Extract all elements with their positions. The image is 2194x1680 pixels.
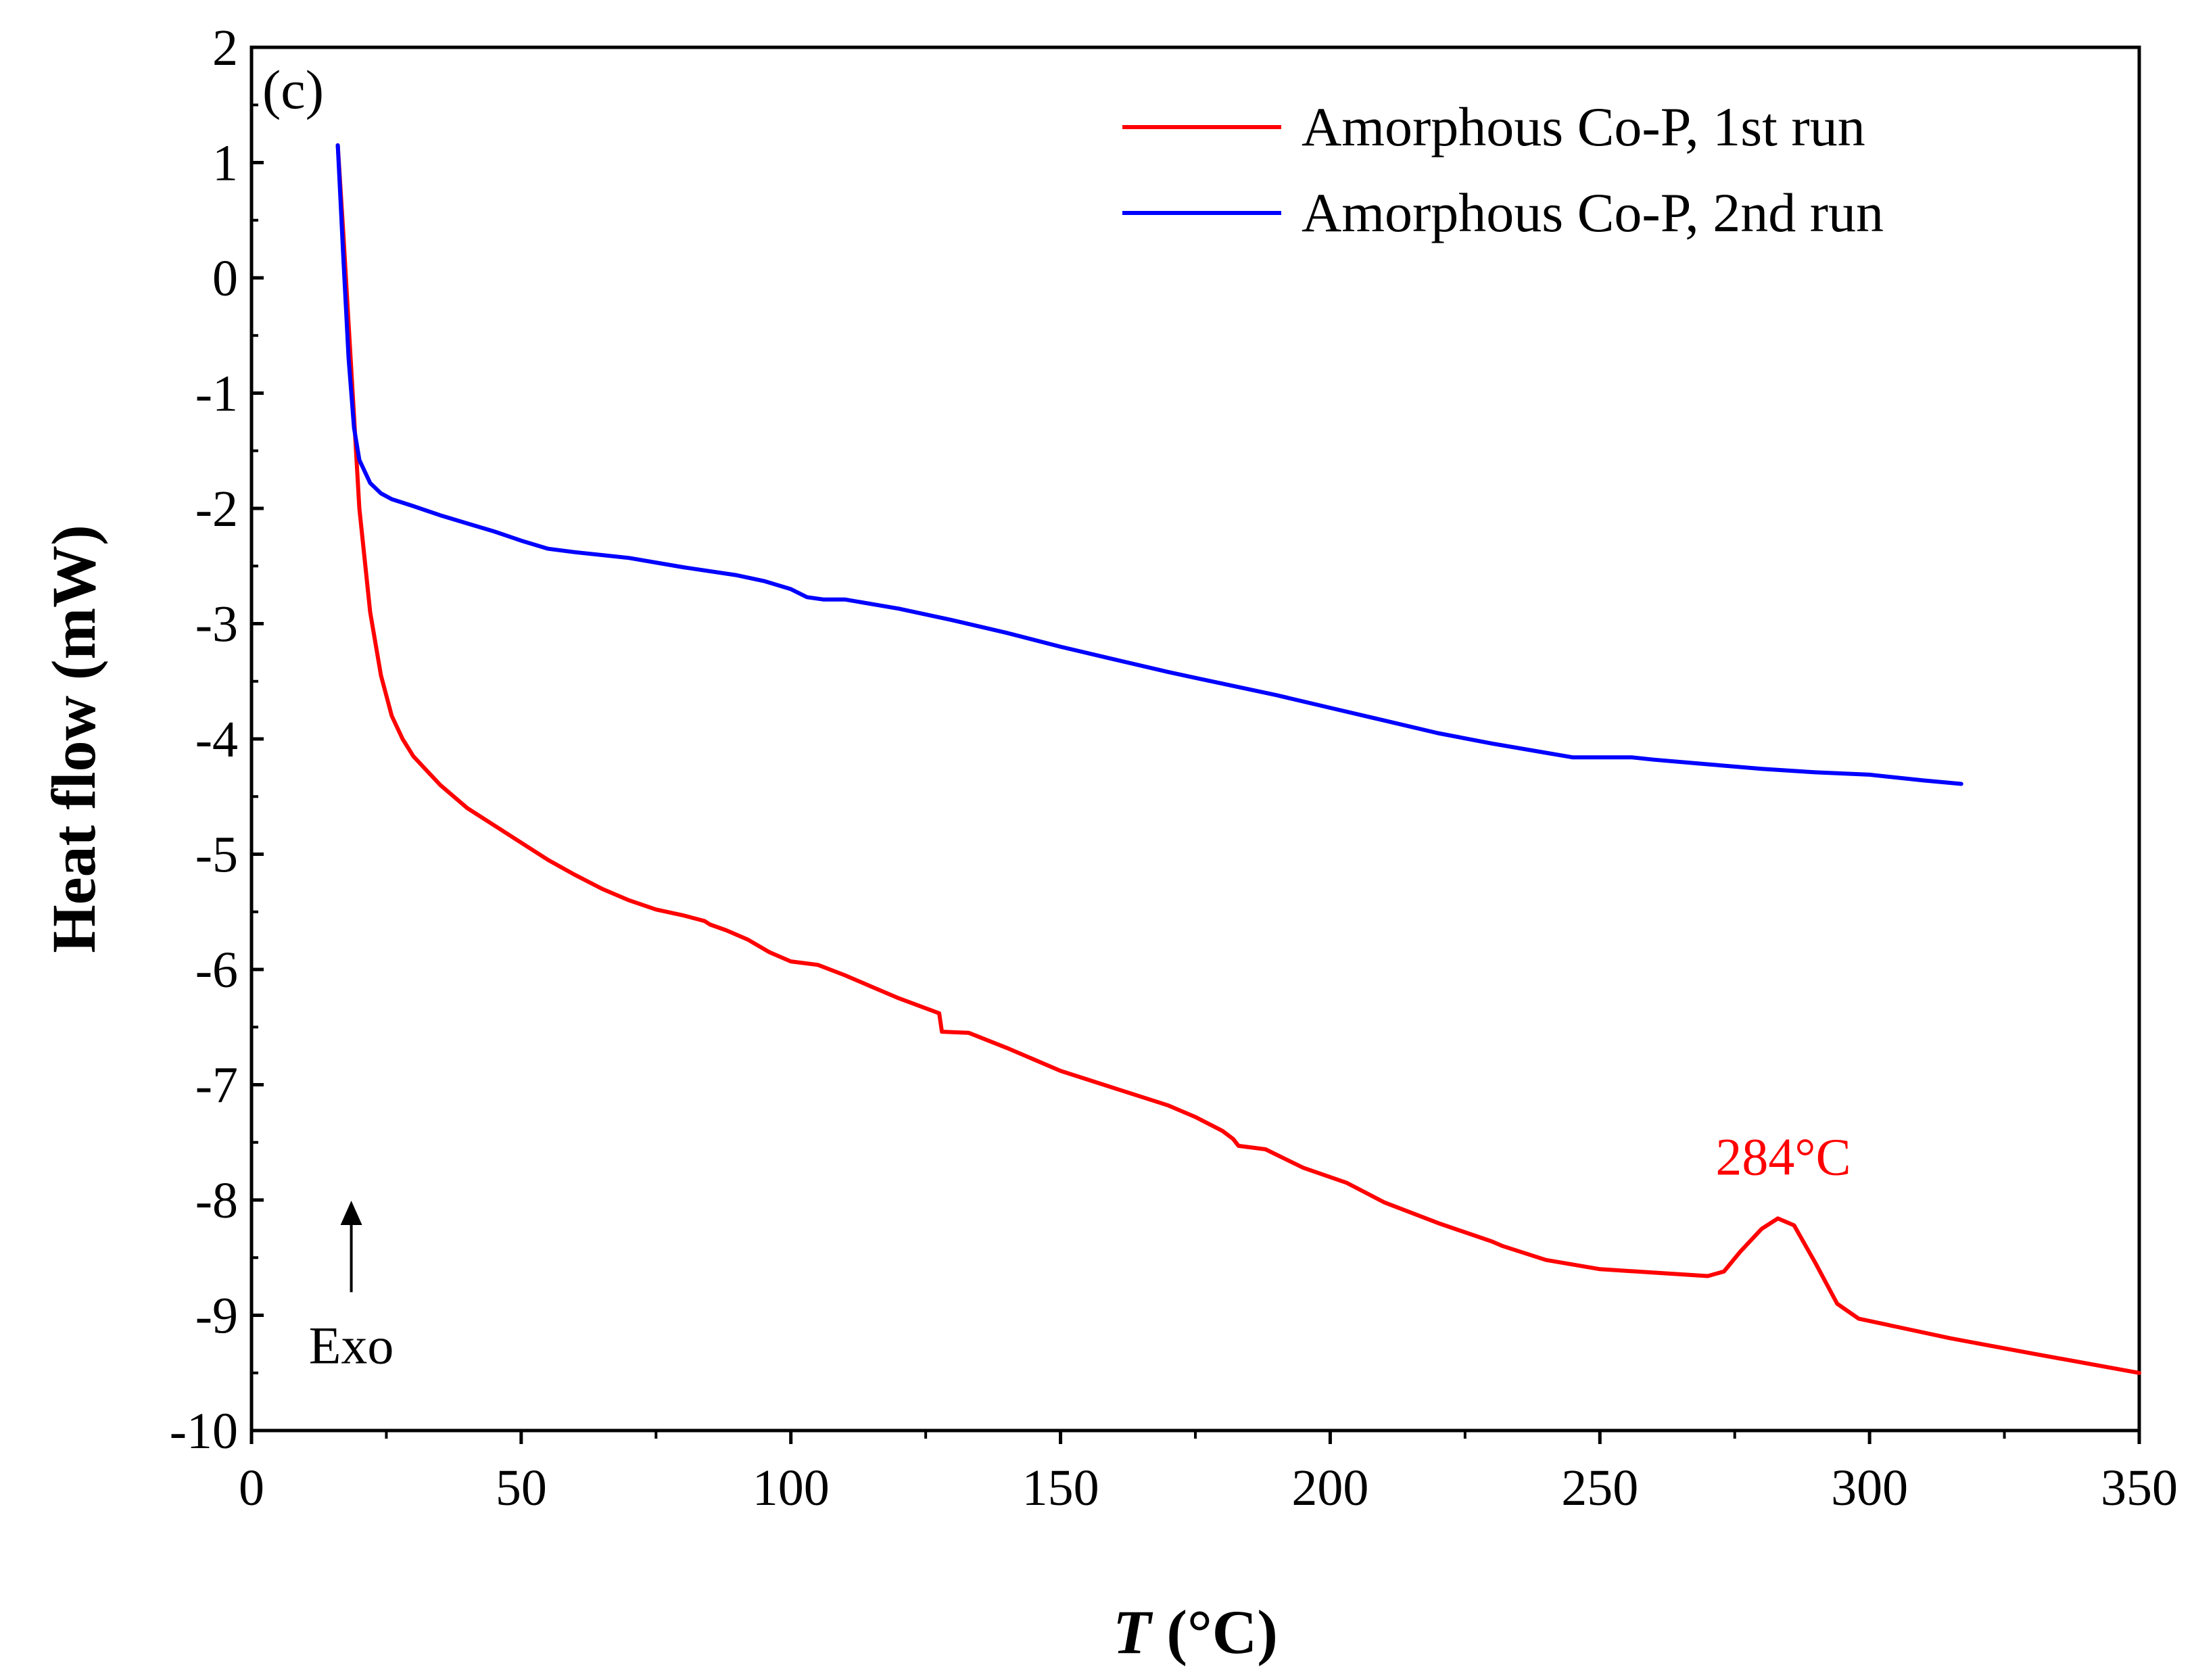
y-tick-label: -2 — [195, 481, 238, 537]
y-tick-label: 0 — [212, 250, 238, 307]
y-tick-label: -8 — [195, 1172, 238, 1229]
y-tick-label: -1 — [195, 366, 238, 423]
x-axis-symbol: T — [1113, 1598, 1153, 1666]
x-tick-label: 50 — [496, 1460, 547, 1516]
y-axis-ticks: 2 1 0 -1 -2 -3 -4 -5 -6 -7 -8 -9 -10 — [170, 20, 264, 1460]
y-tick-label: 1 — [212, 135, 238, 192]
series-line-1st-run — [335, 143, 2141, 1375]
x-tick-label: 0 — [239, 1460, 264, 1516]
series-line-2nd-run — [335, 143, 1963, 786]
x-axis-ticks: 0 50 100 150 200 250 300 350 — [239, 1431, 2178, 1516]
y-tick-label: -6 — [195, 942, 238, 999]
x-tick-label: 250 — [1561, 1460, 1638, 1516]
y-tick-label: -7 — [195, 1057, 238, 1114]
panel-label: (c) — [262, 59, 324, 120]
x-tick-label: 350 — [2101, 1460, 2178, 1516]
peak-annotation: 284°C — [1715, 1127, 1851, 1186]
series-layer — [335, 143, 2141, 1375]
x-tick-label: 100 — [753, 1460, 830, 1516]
y-axis-title: Heat flow (mW) — [39, 525, 108, 953]
y-tick-label: -9 — [195, 1288, 238, 1345]
exo-annotation: Exo — [309, 1316, 394, 1374]
x-tick-label: 300 — [1831, 1460, 1908, 1516]
y-tick-label: -4 — [195, 711, 238, 768]
y-tick-label: 2 — [212, 20, 238, 76]
x-tick-label: 150 — [1022, 1460, 1099, 1516]
x-axis-title: T (°C) — [1113, 1598, 1278, 1666]
x-tick-label: 200 — [1291, 1460, 1368, 1516]
y-tick-label: -10 — [170, 1403, 238, 1460]
legend-label-1st-run: Amorphous Co-P, 1st run — [1302, 96, 1865, 158]
legend-label-2nd-run: Amorphous Co-P, 2nd run — [1302, 182, 1884, 243]
legend: Amorphous Co-P, 1st run Amorphous Co-P, … — [1122, 96, 1884, 243]
x-axis-unit: (°C) — [1151, 1598, 1278, 1666]
y-tick-label: -3 — [195, 596, 238, 653]
plot-frame — [249, 45, 2141, 1433]
y-tick-label: -5 — [195, 827, 238, 884]
